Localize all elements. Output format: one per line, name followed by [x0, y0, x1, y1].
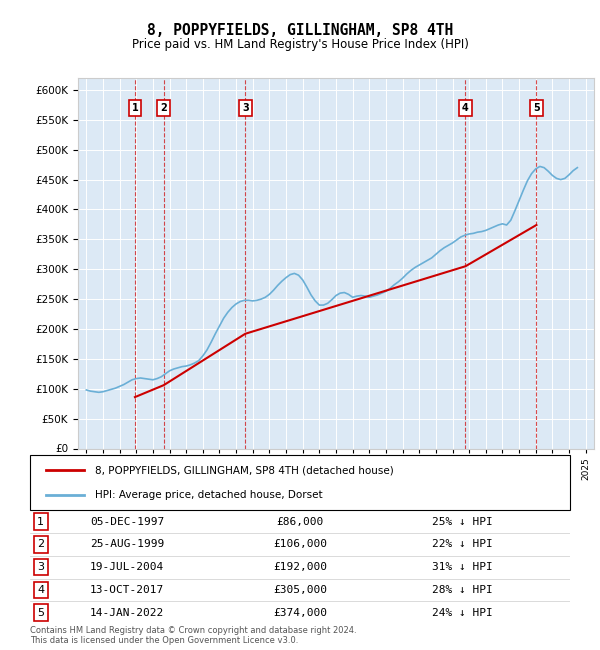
- Text: 4: 4: [37, 585, 44, 595]
- Text: 2: 2: [160, 103, 167, 112]
- Text: £106,000: £106,000: [273, 540, 327, 549]
- Text: 24% ↓ HPI: 24% ↓ HPI: [431, 608, 493, 617]
- Text: £192,000: £192,000: [273, 562, 327, 572]
- Text: £374,000: £374,000: [273, 608, 327, 617]
- Text: 13-OCT-2017: 13-OCT-2017: [90, 585, 164, 595]
- Text: HPI: Average price, detached house, Dorset: HPI: Average price, detached house, Dors…: [95, 490, 322, 500]
- Text: 1: 1: [131, 103, 139, 112]
- Text: 1: 1: [37, 517, 44, 526]
- Text: £86,000: £86,000: [277, 517, 323, 526]
- Text: 22% ↓ HPI: 22% ↓ HPI: [431, 540, 493, 549]
- Text: 25-AUG-1999: 25-AUG-1999: [90, 540, 164, 549]
- Text: £305,000: £305,000: [273, 585, 327, 595]
- Text: 8, POPPYFIELDS, GILLINGHAM, SP8 4TH: 8, POPPYFIELDS, GILLINGHAM, SP8 4TH: [147, 23, 453, 38]
- Text: 14-JAN-2022: 14-JAN-2022: [90, 608, 164, 617]
- Text: Contains HM Land Registry data © Crown copyright and database right 2024.
This d: Contains HM Land Registry data © Crown c…: [30, 626, 356, 645]
- Text: 31% ↓ HPI: 31% ↓ HPI: [431, 562, 493, 572]
- Text: Price paid vs. HM Land Registry's House Price Index (HPI): Price paid vs. HM Land Registry's House …: [131, 38, 469, 51]
- Text: 2: 2: [37, 540, 44, 549]
- FancyBboxPatch shape: [30, 455, 570, 510]
- Text: 3: 3: [242, 103, 248, 112]
- Text: 4: 4: [462, 103, 469, 112]
- Text: 8, POPPYFIELDS, GILLINGHAM, SP8 4TH (detached house): 8, POPPYFIELDS, GILLINGHAM, SP8 4TH (det…: [95, 465, 394, 475]
- Text: 25% ↓ HPI: 25% ↓ HPI: [431, 517, 493, 526]
- Text: 05-DEC-1997: 05-DEC-1997: [90, 517, 164, 526]
- Text: 28% ↓ HPI: 28% ↓ HPI: [431, 585, 493, 595]
- Text: 5: 5: [533, 103, 540, 112]
- Text: 3: 3: [37, 562, 44, 572]
- Text: 19-JUL-2004: 19-JUL-2004: [90, 562, 164, 572]
- Text: 5: 5: [37, 608, 44, 617]
